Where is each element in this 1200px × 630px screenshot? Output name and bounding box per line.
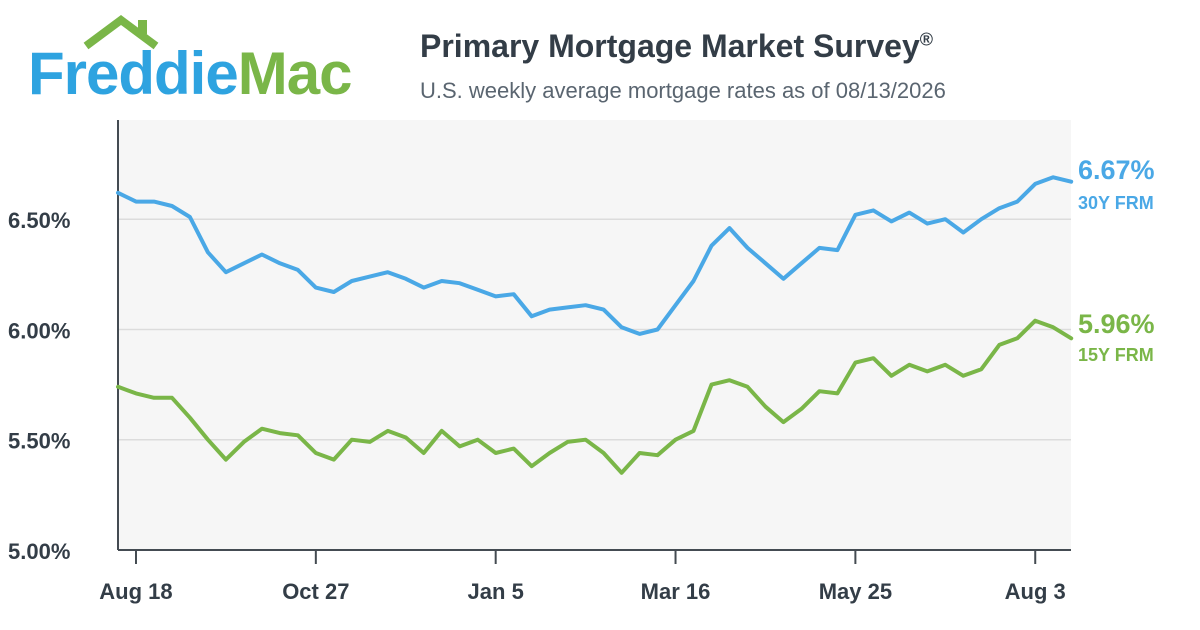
series-end-value: 6.67% xyxy=(1078,155,1155,185)
y-tick-label: 6.00% xyxy=(8,318,70,343)
y-tick-label: 5.50% xyxy=(8,429,70,454)
y-tick-label: 5.00% xyxy=(8,539,70,564)
house-roof-icon xyxy=(83,15,159,50)
freddie-mac-logo: FreddieMac xyxy=(18,14,388,110)
x-tick-label: May 25 xyxy=(819,579,892,604)
y-tick-label: 6.50% xyxy=(8,208,70,233)
x-tick-label: Jan 5 xyxy=(468,579,524,604)
series-name-label: 30Y FRM xyxy=(1078,193,1154,213)
logo-freddie: Freddie xyxy=(28,40,239,107)
logo-wordmark: FreddieMac xyxy=(28,38,353,110)
series-end-value: 5.96% xyxy=(1078,309,1155,339)
chart-title-text: Primary Mortgage Market Survey xyxy=(420,28,920,64)
registered-mark: ® xyxy=(919,29,934,50)
x-tick-label: Aug 18 xyxy=(99,579,172,604)
plot-area xyxy=(118,120,1071,550)
series-line-15y-frm xyxy=(116,318,1074,475)
chart-subtitle: U.S. weekly average mortgage rates as of… xyxy=(420,78,946,103)
x-tick-label: Oct 27 xyxy=(282,579,349,604)
series-name-label: 15Y FRM xyxy=(1078,345,1154,365)
x-tick-label: Mar 16 xyxy=(641,579,711,604)
chart-title: Primary Mortgage Market Survey® xyxy=(420,28,933,65)
logo-mac: Mac xyxy=(237,40,353,107)
series-line-30y-frm xyxy=(116,175,1074,336)
x-tick-label: Aug 3 xyxy=(1005,579,1066,604)
